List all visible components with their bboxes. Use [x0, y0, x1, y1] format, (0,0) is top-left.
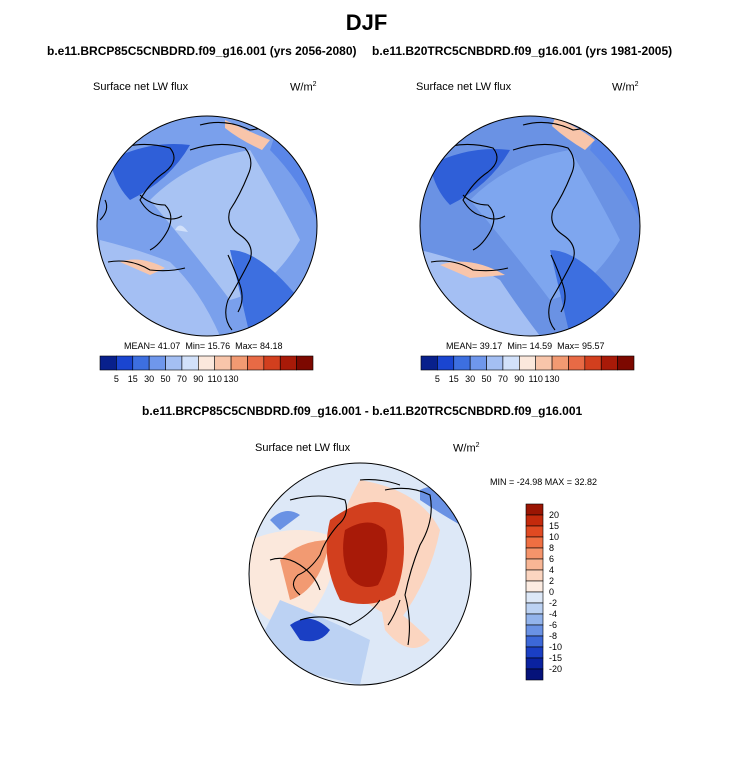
colorbar-tick-label: -2 — [549, 598, 557, 608]
colorbar-tick-label: 0 — [549, 587, 554, 597]
colorbar-swatch — [469, 355, 487, 371]
panel-left-variable: Surface net LW flux — [93, 81, 189, 93]
colorbar-swatch — [437, 355, 455, 371]
colorbar-swatch — [551, 355, 569, 371]
colorbar-swatch — [214, 355, 232, 371]
diff-variable: Surface net LW flux — [255, 442, 351, 454]
colorbar-swatch — [617, 355, 635, 371]
colorbar-tick-label: -6 — [549, 620, 557, 630]
colorbar-swatch — [525, 536, 544, 549]
colorbar-swatch — [525, 569, 544, 582]
colorbar-swatch — [525, 635, 544, 648]
colorbar-tick-label: 50 — [161, 374, 171, 384]
colorbar-tick-label: -8 — [549, 631, 557, 641]
colorbar-swatch — [165, 355, 183, 371]
colorbar-tick-label: 20 — [549, 510, 559, 520]
colorbar-tick-label: 15 — [449, 374, 459, 384]
colorbar-swatch — [116, 355, 134, 371]
colorbar-swatch — [525, 668, 544, 681]
colorbar-tick-label: 15 — [128, 374, 138, 384]
colorbar-tick-label: -4 — [549, 609, 557, 619]
colorbar-swatch — [453, 355, 471, 371]
coastlines-left — [99, 117, 276, 331]
panel-right-stats: MEAN= 39.17 Min= 14.59 Max= 95.57 — [446, 341, 605, 351]
colorbar-swatch — [279, 355, 297, 371]
map-diff — [249, 463, 471, 685]
panel-right-title: b.e11.B20TRC5CNBDRD.f09_g16.001 (yrs 198… — [372, 44, 673, 58]
colorbar-tick-label: 30 — [144, 374, 154, 384]
colorbar-swatch — [584, 355, 602, 371]
colorbar-swatch — [535, 355, 553, 371]
coastlines-diff — [269, 479, 432, 646]
colorbar-tick-label: 110 — [529, 374, 543, 384]
colorbar-tick-label: -15 — [549, 653, 562, 663]
colorbar-tick-label: 130 — [224, 374, 239, 384]
diff-stats: MIN = -24.98 MAX = 32.82 — [490, 477, 598, 487]
colorbar-tick-label: 2 — [549, 576, 554, 586]
colorbar-swatch — [525, 503, 544, 516]
colorbar-right: 5 15 30 50 70 90 110 130 — [420, 355, 635, 384]
map-right — [420, 116, 640, 336]
panel-left-title: b.e11.BRCP85C5CNBDRD.f09_g16.001 (yrs 20… — [47, 44, 357, 58]
panel-left-stats: MEAN= 41.07 Min= 15.76 Max= 84.18 — [124, 341, 283, 351]
colorbar-swatch — [525, 613, 544, 626]
colorbar-swatch — [198, 355, 215, 371]
colorbar-swatch — [486, 355, 504, 371]
colorbar-swatch — [525, 624, 544, 637]
colorbar-swatch — [296, 355, 314, 371]
colorbar-swatch — [263, 355, 281, 371]
colorbar-left: 5 15 30 50 70 90 110 130 — [99, 355, 314, 384]
colorbar-tick-label: 8 — [549, 543, 554, 553]
colorbar-swatch — [502, 355, 520, 371]
colorbar-tick-label: -10 — [549, 642, 562, 652]
colorbar-tick-label: 6 — [549, 554, 554, 564]
colorbar-swatch — [525, 646, 544, 659]
colorbar-tick-label: 50 — [482, 374, 492, 384]
colorbar-tick-label: 90 — [193, 374, 203, 384]
colorbar-tick-label: 70 — [177, 374, 187, 384]
colorbar-tick-label: 15 — [549, 521, 559, 531]
page-title: DJF — [345, 10, 388, 35]
panel-right-units: W/m2 — [612, 81, 639, 94]
colorbar-swatch — [181, 355, 199, 371]
colorbar-swatch — [525, 602, 544, 615]
colorbar-tick-label: 4 — [549, 565, 554, 575]
colorbar-swatch — [132, 355, 150, 371]
colorbar-tick-label: 10 — [549, 532, 559, 542]
colorbar-swatch — [525, 657, 544, 670]
colorbar-swatch — [99, 355, 117, 371]
colorbar-swatch — [247, 355, 265, 371]
diff-title: b.e11.BRCP85C5CNBDRD.f09_g16.001 - b.e11… — [142, 404, 583, 418]
colorbar-tick-label: 5 — [435, 374, 440, 384]
colorbar-swatch — [525, 514, 544, 527]
colorbar-swatch — [525, 547, 544, 560]
colorbar-tick-label: 110 — [208, 374, 222, 384]
colorbar-swatch — [519, 355, 536, 371]
colorbar-swatch — [525, 558, 544, 571]
colorbar-swatch — [600, 355, 618, 371]
diff-units: W/m2 — [453, 442, 480, 455]
colorbar-swatch — [525, 525, 544, 538]
colorbar-swatch — [525, 591, 544, 604]
colorbar-swatch — [420, 355, 438, 371]
colorbar-tick-label: 70 — [498, 374, 508, 384]
colorbar-swatch — [148, 355, 166, 371]
panel-right-variable: Surface net LW flux — [416, 81, 512, 93]
colorbar-tick-label: 30 — [465, 374, 475, 384]
colorbar-tick-label: 90 — [514, 374, 524, 384]
panel-left-units: W/m2 — [290, 81, 317, 94]
colorbar-swatch — [525, 580, 544, 593]
colorbar-tick-label: 5 — [114, 374, 119, 384]
colorbar-swatch — [230, 355, 248, 371]
colorbar-swatch — [568, 355, 586, 371]
colorbar-tick-label: 130 — [545, 374, 560, 384]
colorbar-tick-label: -20 — [549, 664, 562, 674]
map-left — [97, 116, 317, 336]
